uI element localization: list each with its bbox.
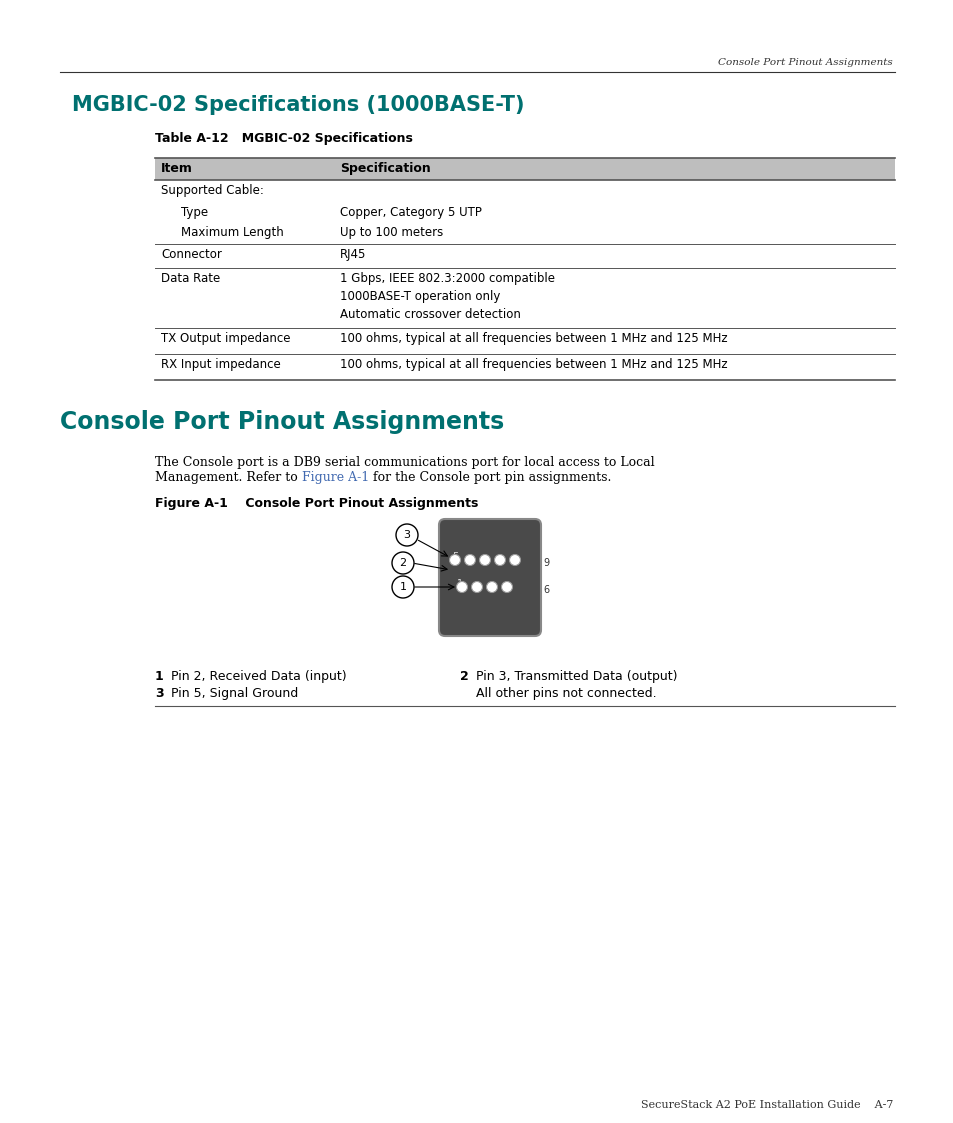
Circle shape [479, 555, 490, 566]
Text: Data Rate: Data Rate [161, 272, 220, 285]
Text: Maximum Length: Maximum Length [181, 226, 283, 239]
Bar [154, 158, 894, 180]
Text: 9: 9 [542, 558, 549, 568]
Text: RX Input impedance: RX Input impedance [161, 358, 280, 371]
Text: Pin 3, Transmitted Data (output): Pin 3, Transmitted Data (output) [476, 670, 677, 683]
Text: 100 ohms, typical at all frequencies between 1 MHz and 125 MHz: 100 ohms, typical at all frequencies bet… [339, 332, 727, 345]
Circle shape [395, 524, 417, 546]
Text: Automatic crossover detection: Automatic crossover detection [339, 308, 520, 321]
Circle shape [494, 555, 505, 566]
Text: SecureStack A2 PoE Installation Guide    A-7: SecureStack A2 PoE Installation Guide A-… [640, 1101, 892, 1110]
Circle shape [392, 576, 414, 599]
Circle shape [449, 555, 460, 566]
Circle shape [471, 582, 482, 593]
Text: 6: 6 [542, 585, 549, 595]
Text: Item: Item [161, 162, 193, 175]
Text: 1: 1 [154, 670, 164, 683]
Text: Console Port Pinout Assignments: Console Port Pinout Assignments [60, 410, 504, 433]
Text: 1: 1 [456, 579, 462, 588]
Text: 5: 5 [452, 553, 457, 562]
Text: Figure A-1: Figure A-1 [301, 471, 369, 484]
Text: Type: Type [181, 206, 208, 219]
Text: 1 Gbps, IEEE 802.3:2000 compatible: 1 Gbps, IEEE 802.3:2000 compatible [339, 272, 555, 285]
FancyBboxPatch shape [438, 519, 540, 636]
Circle shape [392, 553, 414, 574]
Text: Supported Cable:: Supported Cable: [161, 184, 264, 197]
Text: 1000BASE-T operation only: 1000BASE-T operation only [339, 290, 500, 303]
Text: Management. Refer to: Management. Refer to [154, 471, 301, 484]
Text: RJ45: RJ45 [339, 248, 366, 261]
Circle shape [456, 582, 467, 593]
Text: The Console port is a DB9 serial communications port for local access to Local: The Console port is a DB9 serial communi… [154, 456, 654, 469]
Text: 2: 2 [459, 670, 468, 683]
Text: Figure A-1    Console Port Pinout Assignments: Figure A-1 Console Port Pinout Assignmen… [154, 497, 477, 510]
Text: 100 ohms, typical at all frequencies between 1 MHz and 125 MHz: 100 ohms, typical at all frequencies bet… [339, 358, 727, 371]
Text: TX Output impedance: TX Output impedance [161, 332, 291, 345]
Text: Console Port Pinout Assignments: Console Port Pinout Assignments [718, 58, 892, 67]
Text: 3: 3 [403, 530, 410, 540]
Circle shape [509, 555, 520, 566]
Text: Pin 5, Signal Ground: Pin 5, Signal Ground [171, 687, 298, 700]
Circle shape [486, 582, 497, 593]
Text: Connector: Connector [161, 248, 222, 261]
Text: Table A-12   MGBIC-02 Specifications: Table A-12 MGBIC-02 Specifications [154, 133, 413, 145]
Text: Pin 2, Received Data (input): Pin 2, Received Data (input) [171, 670, 346, 683]
Circle shape [464, 555, 475, 566]
Circle shape [501, 582, 512, 593]
Text: 1: 1 [399, 582, 406, 592]
Text: 2: 2 [399, 558, 406, 568]
Text: MGBIC-02 Specifications (1000BASE-T): MGBIC-02 Specifications (1000BASE-T) [71, 95, 524, 115]
Text: All other pins not connected.: All other pins not connected. [476, 687, 656, 700]
Text: Copper, Category 5 UTP: Copper, Category 5 UTP [339, 206, 481, 219]
Text: for the Console port pin assignments.: for the Console port pin assignments. [369, 471, 611, 484]
Text: Up to 100 meters: Up to 100 meters [339, 226, 443, 239]
Text: Specification: Specification [339, 162, 431, 175]
Text: 3: 3 [154, 687, 164, 700]
